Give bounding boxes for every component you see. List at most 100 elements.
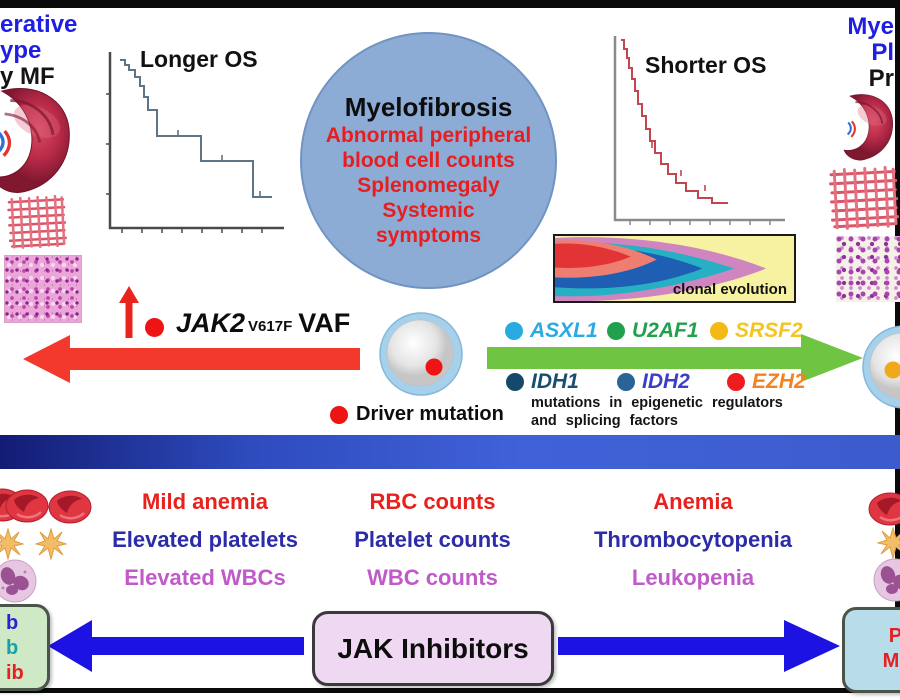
circle-symptom: Abnormal peripheral <box>325 124 532 147</box>
km-plot-shorter-os <box>613 36 785 225</box>
km-right-title: Shorter OS <box>645 52 767 78</box>
mutation-name: U2AF1 <box>632 319 699 342</box>
red-blood-cell-icon <box>868 492 900 526</box>
jak-inhibitors-box: JAK Inhibitors <box>312 611 554 686</box>
jak2-vaf-label: JAK2 V617F VAF <box>176 308 350 339</box>
circle-symptom: Systemic <box>382 199 475 222</box>
u2af1-dot-icon <box>607 322 625 340</box>
mutation-srsf2: SRSF2 <box>710 319 803 343</box>
mutation-caption-line2: and splicing factors <box>531 413 678 429</box>
mutation-idh2: IDH2 <box>617 370 690 394</box>
driver-dot-icon <box>330 405 348 424</box>
phenotype-column-left: Mild anemia Elevated platelets Elevated … <box>72 490 338 590</box>
red-blood-cell-icon <box>5 489 49 523</box>
histology-image-left <box>4 255 82 323</box>
frame-border-bottom <box>0 688 900 693</box>
spleen-icon <box>843 94 893 161</box>
spleen-icon <box>0 87 70 193</box>
stem-cell-icon <box>862 325 900 409</box>
clonal-evolution-plot: clonal evolution <box>553 234 796 303</box>
phenotype-text: Platelet counts <box>354 527 511 552</box>
histology-image-right <box>836 236 900 302</box>
idh1-dot-icon <box>506 373 524 391</box>
phenotype-text: Anemia <box>653 489 733 514</box>
drug-name-fragment: Pa <box>888 625 900 647</box>
jak2-vaf-suffix: VAF <box>298 308 351 338</box>
right-arrow <box>487 334 863 382</box>
phenotype-text: Elevated WBCs <box>124 565 286 590</box>
clonal-evolution-label: clonal evolution <box>672 281 787 298</box>
driver-mutation-label: Driver mutation <box>356 403 504 425</box>
mutation-ezh2: EZH2 <box>727 370 806 394</box>
platelet-icon <box>0 528 24 560</box>
mutation-caption: mutations in epigenetic regulators and s… <box>531 394 811 430</box>
secondary-mutation-dot-icon <box>884 361 900 379</box>
up-arrow-icon <box>119 286 139 338</box>
circle-symptom: Splenomegaly <box>357 174 500 197</box>
phenotype-text: RBC counts <box>369 489 496 514</box>
drug-box-right: Pa Mor <box>842 607 900 693</box>
white-blood-cell-icon <box>873 558 900 602</box>
mutation-name: IDH1 <box>531 370 579 393</box>
mutation-name: SRSF2 <box>735 319 803 342</box>
drug-name-fragment: b <box>6 612 19 634</box>
phenotype-label-right-line3: Pr <box>868 65 894 92</box>
phenotype-label-left-line1: erative <box>0 11 78 38</box>
red-blood-cell-icon <box>48 490 92 524</box>
km-left-title: Longer OS <box>140 46 258 72</box>
phenotype-label-right-line1: Mye <box>847 13 894 40</box>
srsf2-dot-icon <box>710 322 728 340</box>
phenotype-text: Elevated platelets <box>112 527 298 552</box>
phenotype-label-right-line2: Pl <box>871 39 894 66</box>
survival-curve <box>120 59 272 198</box>
fish-plot <box>555 237 767 302</box>
mutation-name: IDH2 <box>642 370 690 393</box>
survival-curve <box>621 39 728 204</box>
phenotype-label-left: erative ype y MF <box>0 12 77 90</box>
jak2-superscript: V617F <box>248 318 293 335</box>
phenotype-label-right: Mye Pl Pr <box>818 14 894 92</box>
drug-name-fragment: Mor <box>882 650 900 672</box>
right-arrow <box>558 620 840 672</box>
phenotype-label-left-line3: y MF <box>0 63 55 90</box>
phenotype-column-center: RBC counts Platelet counts WBC counts <box>330 490 535 590</box>
stem-cell-icon <box>379 312 463 396</box>
fibrosis-mesh-icon <box>828 165 900 230</box>
jak2-gene: JAK2 <box>176 308 246 338</box>
white-blood-cell-icon <box>0 559 37 603</box>
driver-mutation-dot-icon <box>425 358 443 376</box>
phenotype-text: Leukopenia <box>631 565 755 590</box>
idh2-dot-icon <box>617 373 635 391</box>
platelet-icon <box>877 527 900 559</box>
mutation-u2af1: U2AF1 <box>607 319 699 343</box>
circle-title: Myelofibrosis <box>344 92 513 122</box>
mutation-name: ASXL1 <box>530 319 598 342</box>
ezh2-dot-icon <box>727 373 745 391</box>
frame-border-top <box>0 0 900 8</box>
phenotype-text: Thrombocytopenia <box>593 527 792 552</box>
mutation-idh1: IDH1 <box>506 370 579 394</box>
drug-box-left: b b ib <box>0 604 50 691</box>
drug-name-fragment: b <box>6 637 19 659</box>
circle-symptom: blood cell counts <box>342 149 515 172</box>
phenotype-column-right: Anemia Thrombocytopenia Leukopenia <box>578 490 808 590</box>
mutation-name: EZH2 <box>752 370 806 393</box>
jak-inhibitors-label: JAK Inhibitors <box>337 632 529 664</box>
circle-symptom: symptoms <box>375 224 482 247</box>
platelet-icon <box>35 528 67 560</box>
phenotype-label-left-line2: ype <box>0 37 42 64</box>
drug-name-fragment: ib <box>6 662 24 684</box>
km-plot-longer-os <box>106 52 284 233</box>
fibrosis-mesh-icon <box>7 194 68 250</box>
jak2-dot-icon <box>145 318 164 337</box>
mutation-caption-line1: mutations in epigenetic regulators <box>531 395 783 411</box>
myelofibrosis-circle: Myelofibrosis Abnormal peripheral blood … <box>300 32 557 289</box>
asxl1-dot-icon <box>505 322 523 340</box>
left-arrow <box>23 335 360 383</box>
driver-mutation-legend: Driver mutation <box>330 403 504 426</box>
phenotype-text: Mild anemia <box>142 489 268 514</box>
mutation-asxl1: ASXL1 <box>505 319 598 343</box>
disease-timeline-bar <box>0 435 900 469</box>
phenotype-text: WBC counts <box>367 565 498 590</box>
